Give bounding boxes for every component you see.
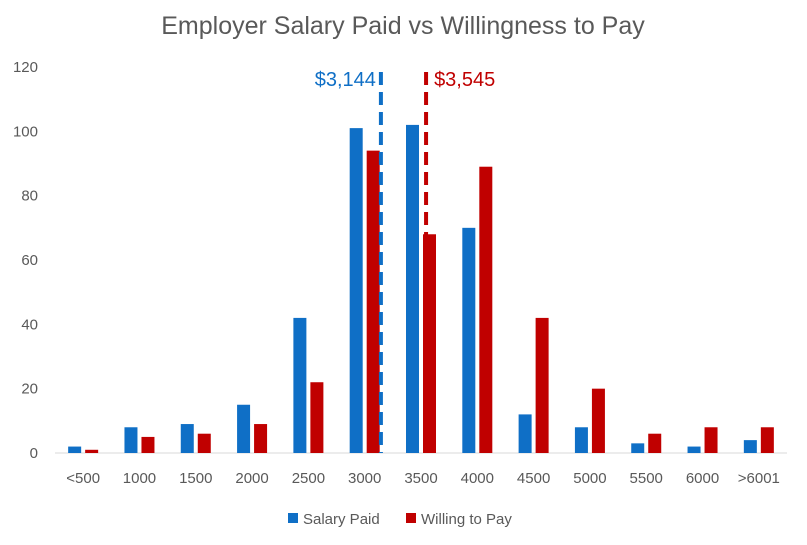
legend-label-willing-to-pay: Willing to Pay — [421, 511, 512, 528]
bar-salary-paid — [574, 427, 588, 453]
chart-title: Employer Salary Paid vs Willingness to P… — [161, 12, 645, 40]
legend-label-salary-paid: Salary Paid — [303, 511, 380, 528]
bar-willing-to-pay — [254, 424, 268, 453]
bar-salary-paid — [631, 443, 645, 453]
bar-salary-paid — [743, 440, 757, 453]
bar-salary-paid — [518, 414, 532, 453]
y-tick-label: 0 — [30, 445, 38, 462]
bar-willing-to-pay — [479, 166, 493, 453]
bar-salary-paid — [687, 446, 701, 453]
plot-area: 0 20 40 60 80 100 120 <500 1000 1500 2000 2500 3000 3… — [13, 59, 787, 487]
bar-salary-paid — [462, 227, 476, 453]
bar-willing-to-pay — [366, 150, 380, 453]
legend-swatch-salary-paid — [288, 513, 298, 523]
y-tick-label: 20 — [21, 381, 38, 398]
x-tick-label: 1000 — [123, 470, 156, 487]
legend: Salary Paid Willing to Pay — [288, 511, 512, 528]
x-tick-label: <500 — [66, 470, 100, 487]
x-tick-label: 2000 — [235, 470, 268, 487]
x-tick-label: 1500 — [179, 470, 212, 487]
bar-willing-to-pay — [591, 388, 605, 453]
x-tick-label: 6000 — [686, 470, 719, 487]
mean-label-salary-paid: $3,144 — [315, 69, 376, 91]
bar-willing-to-pay — [310, 382, 324, 453]
bar-salary-paid — [237, 404, 251, 453]
bar-salary-paid — [124, 427, 138, 453]
y-tick-label: 100 — [13, 123, 38, 140]
x-tick-label: 5500 — [630, 470, 663, 487]
y-tick-label: 120 — [13, 59, 38, 76]
x-tick-label: 3500 — [404, 470, 437, 487]
x-tick-label: 4500 — [517, 470, 550, 487]
bar-salary-paid — [68, 446, 82, 453]
bar-willing-to-pay — [85, 449, 99, 453]
bar-willing-to-pay — [141, 436, 155, 453]
legend-swatch-willing-to-pay — [406, 513, 416, 523]
bar-willing-to-pay — [535, 317, 549, 453]
bar-willing-to-pay — [760, 427, 774, 453]
x-tick-label: >6001 — [738, 470, 780, 487]
x-tick-label: 4000 — [461, 470, 494, 487]
y-tick-label: 40 — [21, 316, 38, 333]
x-tick-label: 2500 — [292, 470, 325, 487]
bar-willing-to-pay — [197, 433, 211, 453]
y-tick-label: 80 — [21, 188, 38, 205]
x-tick-label: 5000 — [573, 470, 606, 487]
bar-willing-to-pay — [704, 427, 718, 453]
bar-salary-paid — [180, 424, 194, 453]
y-tick-label: 60 — [21, 252, 38, 269]
bar-salary-paid — [349, 128, 363, 453]
bar-salary-paid — [406, 124, 419, 454]
mean-label-willing-to-pay: $3,545 — [434, 69, 495, 91]
bar-salary-paid — [293, 317, 307, 453]
x-tick-label: 3000 — [348, 470, 381, 487]
bar-willing-to-pay — [648, 433, 662, 453]
